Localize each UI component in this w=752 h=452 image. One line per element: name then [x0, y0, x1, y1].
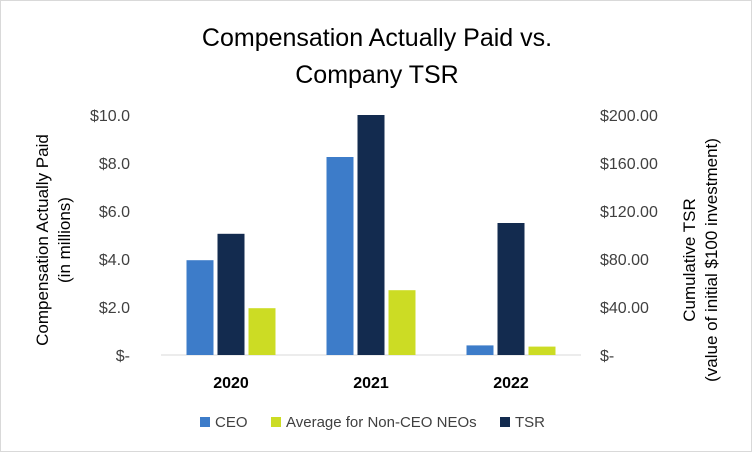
- left-tick-label: $10.0: [90, 108, 130, 125]
- bar-ceo-2021: [326, 157, 354, 355]
- bar-tsr-2020: [217, 233, 245, 355]
- left-tick-label: $8.0: [99, 156, 130, 173]
- category-label: 2022: [493, 375, 529, 392]
- chart-title-line-2: Company TSR: [295, 61, 459, 89]
- left-tick-label: $-: [116, 348, 130, 365]
- bar-average-for-non-ceo-neos-2022: [528, 346, 556, 355]
- right-axis-title-line-2: (value of initial $100 investment): [702, 138, 721, 382]
- right-axis-title: Cumulative TSR (value of initial $100 in…: [680, 138, 721, 382]
- right-axis-title-line-1: Cumulative TSR: [680, 198, 699, 321]
- category-labels: 2020 2021 2022: [213, 375, 529, 392]
- right-tick-label: $160.00: [600, 156, 658, 173]
- bar-ceo-2020: [186, 260, 214, 355]
- legend: CEO Average for Non-CEO NEOs TSR: [200, 414, 545, 431]
- left-axis-ticks: $- $2.0 $4.0 $6.0 $8.0 $10.0: [90, 108, 130, 365]
- left-tick-label: $4.0: [99, 252, 130, 269]
- legend-swatch-ceo: [200, 417, 210, 427]
- left-tick-label: $2.0: [99, 300, 130, 317]
- left-axis-title: Compensation Actually Paid (in millions): [33, 134, 74, 346]
- legend-label-tsr: TSR: [515, 414, 545, 431]
- right-tick-label: $200.00: [600, 108, 658, 125]
- right-tick-label: $80.00: [600, 252, 649, 269]
- right-tick-label: $-: [600, 348, 614, 365]
- chart-title-line-1: Compensation Actually Paid vs.: [202, 24, 552, 52]
- legend-label-ceo: CEO: [215, 414, 248, 431]
- right-tick-label: $120.00: [600, 204, 658, 221]
- bar-tsr-2022: [497, 223, 525, 355]
- bar-average-for-non-ceo-neos-2020: [248, 308, 276, 355]
- category-label: 2021: [353, 375, 389, 392]
- legend-swatch-tsr: [500, 417, 510, 427]
- left-axis-title-line-2: (in millions): [55, 197, 74, 283]
- legend-label-average-for-non-ceo-neos: Average for Non-CEO NEOs: [286, 414, 477, 431]
- left-axis-title-line-1: Compensation Actually Paid: [33, 134, 52, 346]
- bar-tsr-2021: [357, 115, 385, 355]
- legend-swatch-average-for-non-ceo-neos: [271, 417, 281, 427]
- bar-average-for-non-ceo-neos-2021: [388, 290, 416, 355]
- bar-ceo-2022: [466, 345, 494, 355]
- category-label: 2020: [213, 375, 249, 392]
- right-axis-ticks: $- $40.00 $80.00 $120.00 $160.00 $200.00: [600, 108, 658, 365]
- left-tick-label: $6.0: [99, 204, 130, 221]
- right-tick-label: $40.00: [600, 300, 649, 317]
- bars: [186, 115, 556, 355]
